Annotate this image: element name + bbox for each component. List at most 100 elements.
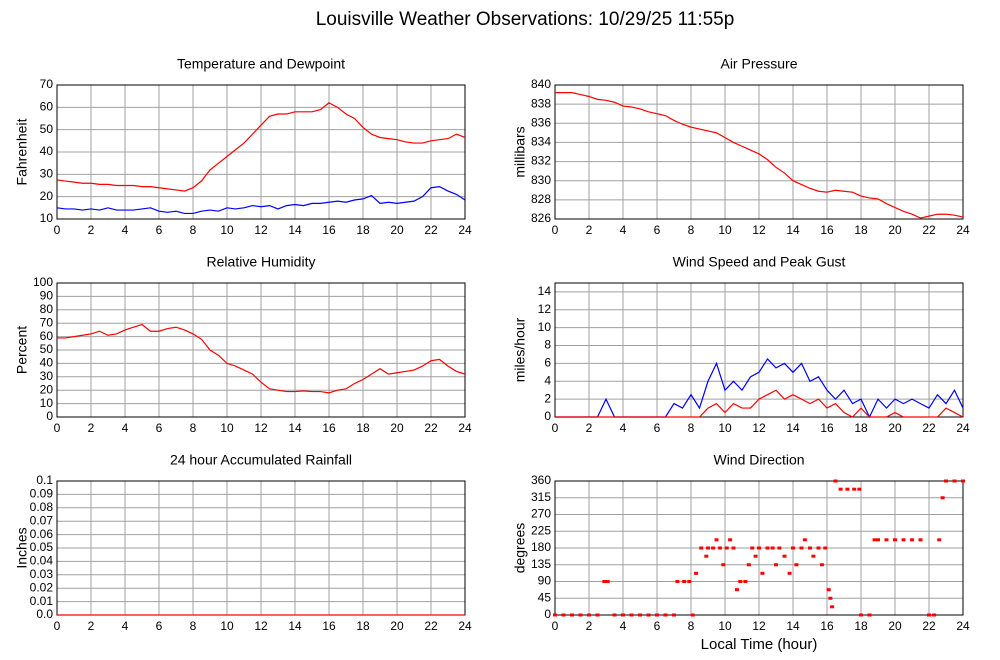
data-point <box>602 580 607 583</box>
chart-title: Relative Humidity <box>207 254 316 270</box>
x-tick-label: 12 <box>752 223 766 237</box>
x-tick-label: 18 <box>854 619 868 633</box>
data-point <box>802 538 807 542</box>
y-tick-label: 180 <box>531 540 551 554</box>
data-point <box>845 487 850 491</box>
y-tick-label: 826 <box>531 211 551 225</box>
x-tick-label: 2 <box>586 223 593 237</box>
x-tick-label: 8 <box>190 223 197 237</box>
x-tick-label: 2 <box>88 421 95 435</box>
x-tick-label: 6 <box>654 421 661 435</box>
x-tick-label: 24 <box>956 619 970 633</box>
y-tick-label: 828 <box>531 192 551 206</box>
x-tick-label: 0 <box>552 223 559 237</box>
x-tick-label: 20 <box>390 223 404 237</box>
data-line <box>555 92 964 219</box>
y-tick-label: 0.05 <box>30 540 54 554</box>
data-point <box>682 580 687 583</box>
data-point <box>724 546 729 550</box>
x-tick-label: 2 <box>586 619 593 633</box>
data-line <box>56 102 466 192</box>
x-tick-label: 16 <box>322 421 336 435</box>
data-line <box>56 185 466 215</box>
x-tick-label: 14 <box>786 619 800 633</box>
data-point <box>872 538 877 542</box>
y-tick-label: 20 <box>40 382 54 396</box>
x-tick-label: 16 <box>322 223 336 237</box>
y-tick-label: 840 <box>531 77 551 91</box>
y-axis-label: degrees <box>512 523 528 574</box>
y-tick-label: 0 <box>544 409 551 423</box>
data-point <box>932 613 937 617</box>
x-tick-label: 8 <box>688 619 695 633</box>
x-tick-label: 8 <box>688 223 695 237</box>
y-axis-label: millibars <box>512 126 528 177</box>
x-tick-label: 22 <box>922 421 936 435</box>
x-tick-label: 20 <box>390 619 404 633</box>
y-tick-label: 225 <box>531 523 551 537</box>
data-point <box>952 479 957 483</box>
plot-frame <box>554 84 964 220</box>
y-tick-label: 10 <box>40 396 54 410</box>
data-point <box>561 613 566 617</box>
y-tick-label: 60 <box>40 100 54 114</box>
y-tick-label: 100 <box>33 275 53 289</box>
data-point <box>893 538 897 542</box>
y-tick-label: 70 <box>40 77 54 91</box>
data-point <box>734 588 739 592</box>
y-tick-label: 0.09 <box>30 487 54 501</box>
y-tick-label: 0.08 <box>30 500 54 514</box>
x-tick-label: 22 <box>424 421 438 435</box>
y-tick-label: 90 <box>538 574 552 588</box>
x-tick-label: 10 <box>718 619 732 633</box>
x-tick-label: 12 <box>254 223 268 237</box>
y-tick-label: 0.04 <box>30 554 54 568</box>
x-tick-label: 24 <box>956 421 970 435</box>
y-tick-label: 0 <box>544 607 551 621</box>
y-tick-label: 315 <box>531 490 551 504</box>
x-axis-label: Local Time (hour) <box>701 636 818 653</box>
x-tick-label: 20 <box>888 223 902 237</box>
data-point <box>782 554 787 558</box>
plot-frame <box>554 480 964 616</box>
data-point <box>961 479 965 483</box>
data-line <box>57 323 466 394</box>
data-point <box>857 487 862 491</box>
data-point <box>937 538 942 542</box>
x-tick-label: 18 <box>356 421 370 435</box>
data-point <box>819 563 824 567</box>
data-point <box>687 580 692 583</box>
data-point <box>838 487 843 491</box>
x-tick-label: 8 <box>190 619 197 633</box>
y-tick-label: 40 <box>40 356 54 370</box>
x-tick-label: 20 <box>888 421 902 435</box>
data-point <box>714 538 719 542</box>
x-tick-label: 0 <box>54 421 61 435</box>
y-tick-label: 50 <box>40 342 54 356</box>
x-tick-label: 4 <box>620 421 627 435</box>
x-tick-label: 0 <box>552 421 559 435</box>
data-point <box>774 563 778 567</box>
y-tick-label: 830 <box>531 173 551 187</box>
data-point <box>638 613 642 617</box>
data-point <box>629 613 634 617</box>
x-tick-label: 0 <box>54 619 61 633</box>
data-point <box>787 571 792 575</box>
data-point <box>794 563 799 567</box>
y-tick-label: 0.0 <box>36 607 53 621</box>
data-point <box>595 613 600 617</box>
y-tick-label: 4 <box>544 373 551 387</box>
y-tick-label: 6 <box>544 356 551 370</box>
data-point <box>808 546 812 550</box>
data-point <box>901 538 906 542</box>
x-tick-label: 18 <box>356 619 370 633</box>
plot-frame <box>56 84 466 220</box>
x-tick-label: 6 <box>156 223 163 237</box>
x-tick-label: 22 <box>922 619 936 633</box>
data-point <box>944 479 948 483</box>
data-point <box>757 546 761 550</box>
data-point <box>612 613 617 617</box>
data-point <box>823 546 828 550</box>
y-axis-label: miles/hour <box>512 317 528 382</box>
data-point <box>828 596 833 600</box>
